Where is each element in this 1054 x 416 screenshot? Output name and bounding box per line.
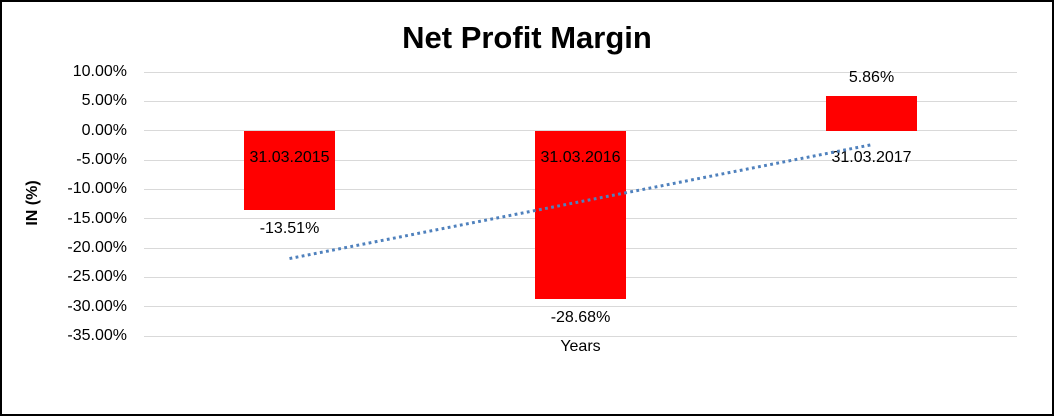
y-tick-label: -15.00% — [67, 209, 127, 227]
y-tick-label: -35.00% — [67, 327, 127, 344]
category-label: 31.03.2015 — [249, 149, 330, 166]
gridline — [144, 306, 1017, 308]
y-tick-label: 5.00% — [81, 92, 127, 110]
category-label: 31.03.2017 — [831, 149, 912, 166]
chart-title: Net Profit Margin — [402, 20, 652, 55]
data-label: -28.68% — [550, 308, 611, 326]
y-tick-label: 0.00% — [81, 121, 127, 139]
bar[interactable] — [244, 130, 335, 210]
gridline — [144, 71, 1017, 73]
y-tick-label: -20.00% — [67, 239, 127, 256]
gridline — [144, 335, 1017, 337]
x-axis-title: Years — [560, 338, 601, 355]
y-tick-label: -25.00% — [67, 268, 127, 286]
y-tick-label: 10.00% — [72, 63, 127, 80]
y-tick-label: -10.00% — [67, 180, 127, 198]
y-tick-label: -30.00% — [67, 297, 127, 315]
category-label: 31.03.2016 — [540, 149, 621, 166]
gridline — [144, 100, 1017, 102]
y-tick-label: -5.00% — [76, 151, 127, 168]
bar[interactable] — [826, 96, 917, 131]
data-label: 5.86% — [848, 69, 895, 87]
data-label: -13.51% — [259, 219, 320, 237]
